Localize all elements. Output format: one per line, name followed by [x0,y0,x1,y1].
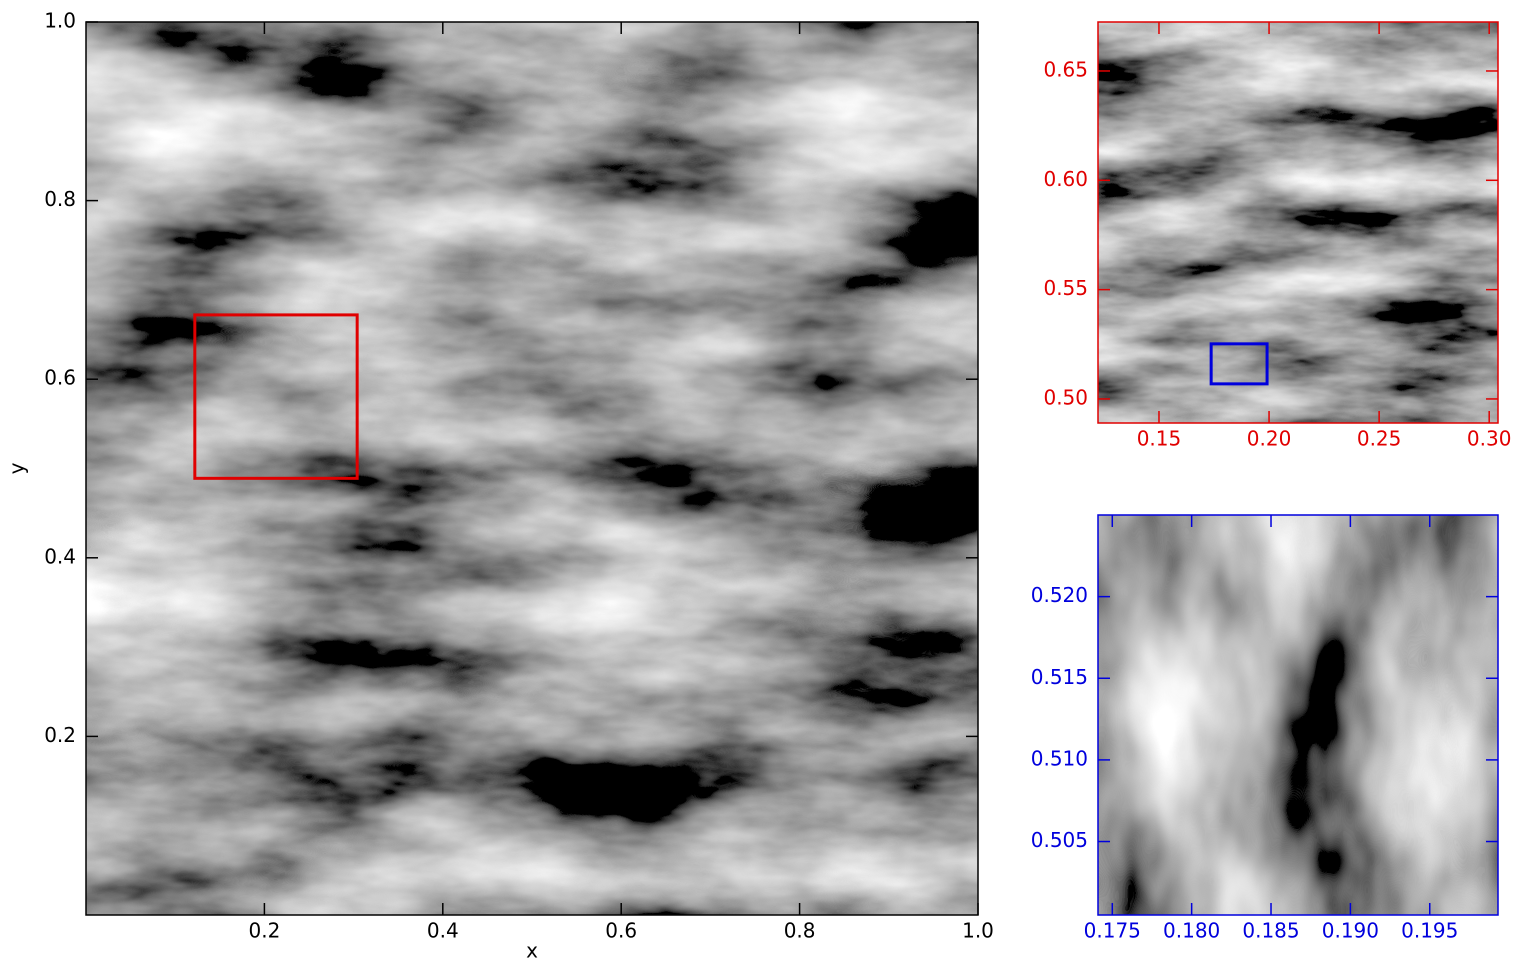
x-tick-label: 0.190 [1322,919,1379,943]
x-tick-label: 0.2 [248,919,280,943]
field-image [86,22,978,915]
y-tick-label: 0.8 [44,187,76,211]
y-tick-label: 0.6 [44,366,76,390]
y-tick-label: 1.0 [44,9,76,33]
y-axis-label: y [5,462,29,474]
field-image [1098,515,1498,915]
figure: 0.2 0.4 0.6 0.8 1.0 0.2 0.4 0.6 0.8 1.0 x y 0.15 0.20… [0,0,1515,960]
y-tick-label: 0.50 [1043,385,1088,409]
y-tick-label: 0.4 [44,544,76,568]
x-tick-label: 1.0 [962,919,994,943]
x-tick-label: 0.8 [784,919,816,943]
x-tick-label: 0.4 [427,919,459,943]
y-tick-label: 0.60 [1043,167,1088,191]
x-tick-label: 0.25 [1357,427,1402,451]
x-tick-label: 0.195 [1401,919,1458,943]
x-tick-label: 0.20 [1247,427,1292,451]
y-tick-label: 0.55 [1043,276,1088,300]
x-axis-label: x [526,939,538,960]
y-tick-label: 0.505 [1031,828,1088,852]
x-tick-label: 0.185 [1242,919,1299,943]
field-image [1098,22,1498,423]
x-tick-label: 0.15 [1137,427,1182,451]
x-tick-label: 0.180 [1163,919,1220,943]
y-tick-label: 0.2 [44,723,76,747]
x-tick-label: 0.175 [1084,919,1141,943]
y-tick-label: 0.520 [1031,583,1088,607]
y-tick-label: 0.515 [1031,665,1088,689]
y-tick-label: 0.510 [1031,746,1088,770]
x-tick-label: 0.30 [1467,427,1512,451]
y-tick-label: 0.65 [1043,57,1088,81]
x-tick-label: 0.6 [605,919,637,943]
